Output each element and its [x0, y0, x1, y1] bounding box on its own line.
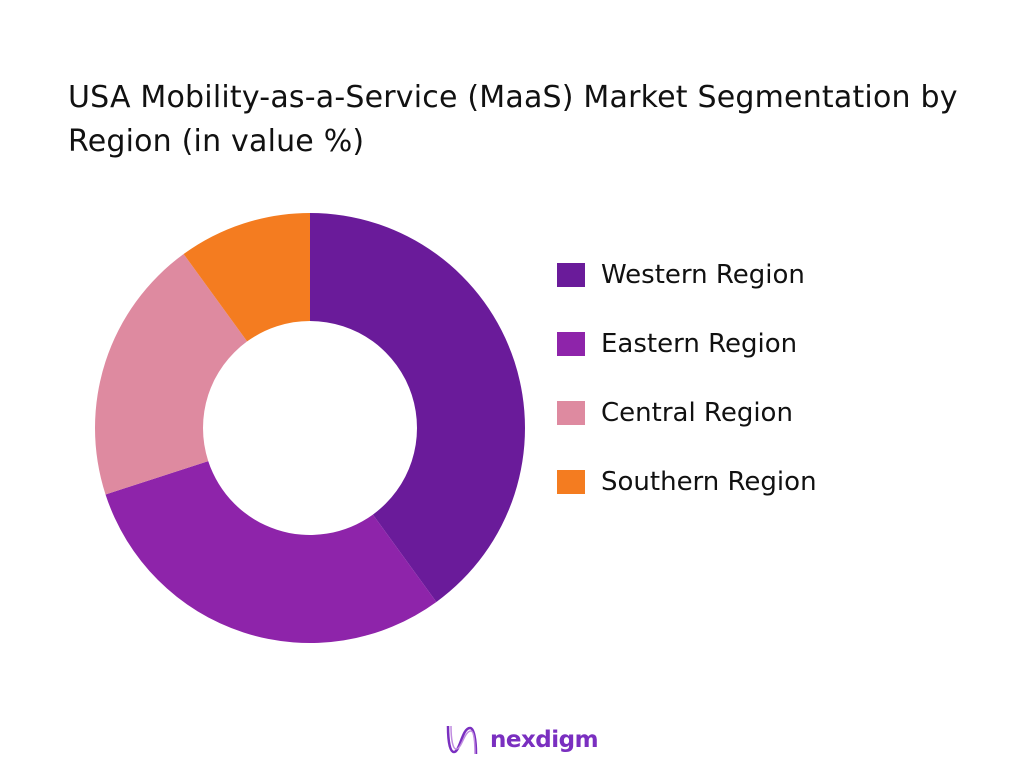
- legend-swatch: [557, 331, 585, 356]
- legend-label: Eastern Region: [601, 328, 798, 359]
- legend-swatch: [557, 469, 585, 494]
- legend-item-eastern: Eastern Region: [557, 309, 817, 378]
- donut-slice-eastern-region: [105, 461, 437, 643]
- legend-label: Central Region: [601, 397, 793, 428]
- legend-swatch: [557, 262, 585, 287]
- donut-slice-southern-region: [183, 213, 310, 342]
- legend-label: Western Region: [601, 259, 805, 290]
- donut-slice-central-region: [94, 254, 248, 495]
- legend-item-western: Western Region: [557, 240, 817, 309]
- chart-title: USA Mobility-as-a-Service (MaaS) Market …: [68, 80, 958, 159]
- nexdigm-wave-icon: [446, 725, 478, 755]
- legend-swatch: [557, 400, 585, 425]
- donut-slice-western-region: [310, 213, 525, 602]
- nexdigm-logo: nexdigm: [444, 722, 599, 758]
- brand-name: nexdigm: [490, 727, 599, 753]
- legend-item-southern: Southern Region: [557, 447, 817, 516]
- legend: Western Region Eastern Region Central Re…: [557, 240, 817, 516]
- legend-label: Southern Region: [601, 466, 817, 497]
- legend-item-central: Central Region: [557, 378, 817, 447]
